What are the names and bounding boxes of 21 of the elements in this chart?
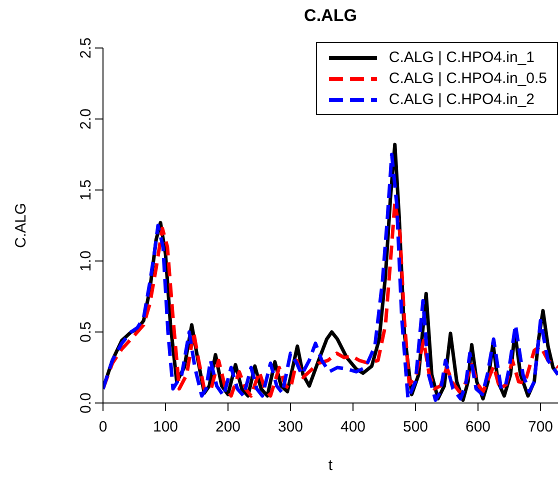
- legend-label: C.ALG | C.HPO4.in_0.5: [388, 70, 547, 87]
- y-tick-label: 0.5: [77, 322, 94, 342]
- x-tick-label: 400: [340, 418, 366, 436]
- legend-label: C.ALG | C.HPO4.in_2: [388, 91, 534, 108]
- y-tick-label: 2.0: [77, 108, 94, 130]
- chart-title: C.ALG: [303, 6, 358, 26]
- y-axis-title: C.ALG: [12, 202, 30, 248]
- line-series: [103, 201, 558, 398]
- x-tick-label: 700: [528, 418, 554, 436]
- y-tick-label: 1.5: [77, 180, 94, 200]
- legend-label: C.ALG | C.HPO4.in_1: [388, 49, 534, 66]
- y-tick-label: 2.5: [77, 38, 94, 58]
- x-tick-label: 100: [152, 418, 178, 436]
- x-tick-label: 0: [98, 418, 108, 436]
- y-tick-label: 0.0: [77, 392, 94, 414]
- x-tick-label: 500: [402, 418, 428, 436]
- x-tick-label: 600: [465, 418, 491, 436]
- y-tick-label: 1.0: [77, 250, 94, 272]
- x-axis-title: t: [328, 457, 334, 474]
- x-tick-label: 200: [215, 418, 241, 436]
- x-tick-label: 300: [278, 418, 304, 436]
